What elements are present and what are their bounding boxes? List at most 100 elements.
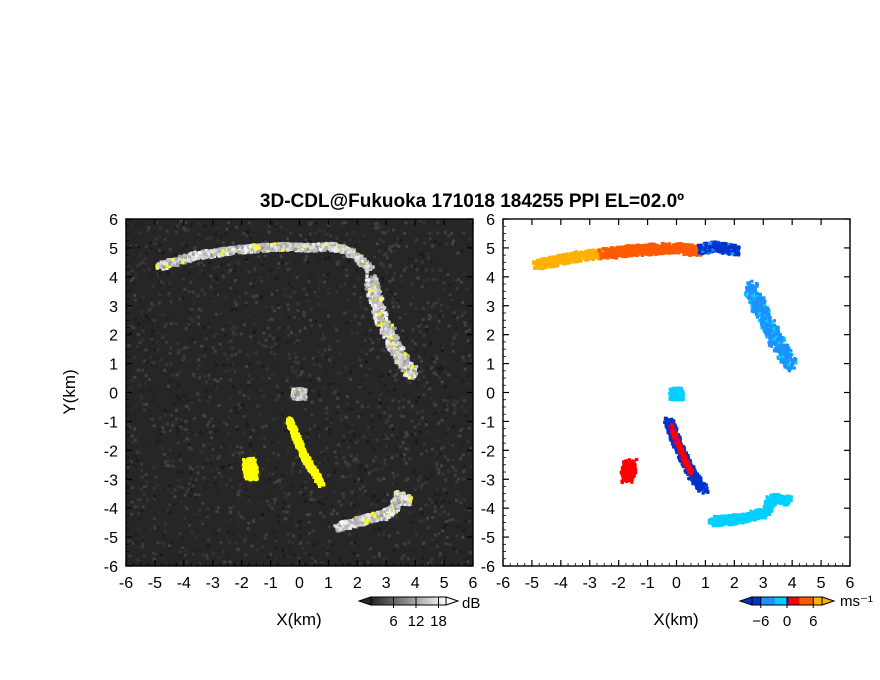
noise-pixel [353, 314, 357, 318]
noise-pixel [295, 561, 299, 565]
noise-pixel [428, 497, 432, 501]
noise-pixel [247, 487, 251, 491]
noise-pixel [370, 502, 374, 506]
noise-pixel [381, 231, 385, 234]
noise-pixel [442, 499, 446, 503]
noise-pixel [440, 505, 444, 509]
noise-pixel [460, 379, 464, 382]
noise-pixel [431, 305, 434, 309]
noise-pixel [127, 423, 131, 427]
noise-pixel [462, 358, 466, 362]
noise-pixel [461, 406, 465, 409]
noise-pixel [283, 326, 287, 329]
noise-pixel [273, 530, 276, 534]
noise-pixel [415, 382, 419, 385]
noise-pixel [419, 452, 423, 456]
noise-pixel [344, 415, 348, 419]
reflectivity-echo-pixel [365, 267, 369, 271]
noise-pixel [206, 229, 210, 233]
noise-pixel [364, 464, 368, 468]
noise-pixel [245, 488, 249, 491]
noise-pixel [383, 349, 387, 353]
noise-pixel [250, 294, 254, 298]
noise-pixel [210, 279, 214, 283]
noise-pixel [349, 454, 353, 458]
noise-pixel [419, 519, 423, 523]
noise-pixel [342, 416, 346, 420]
noise-pixel [306, 235, 310, 239]
reflectivity-echo-pixel [247, 249, 251, 253]
noise-pixel [319, 511, 322, 515]
reflectivity-echo-pixel [335, 244, 339, 248]
reflectivity-echo-pixel [164, 264, 168, 268]
noise-pixel [311, 274, 315, 278]
reflectivity-echo-pixel [391, 326, 395, 330]
reflectivity-echo-pixel [310, 246, 314, 250]
noise-pixel [160, 359, 164, 363]
noise-pixel [429, 473, 433, 477]
noise-pixel [228, 396, 232, 400]
noise-pixel [186, 228, 190, 232]
noise-pixel [216, 456, 220, 460]
noise-pixel [337, 352, 341, 356]
noise-pixel [145, 366, 149, 370]
reflectivity-echo-pixel [182, 258, 186, 262]
noise-pixel [289, 329, 293, 333]
noise-pixel [180, 547, 183, 551]
noise-pixel [158, 512, 162, 516]
noise-pixel [368, 367, 372, 371]
reflectivity-echo-pixel [362, 262, 366, 266]
noise-pixel [328, 251, 332, 255]
noise-pixel [153, 392, 157, 396]
noise-pixel [225, 422, 229, 426]
noise-pixel [193, 300, 197, 304]
noise-pixel [366, 413, 370, 417]
noise-pixel [388, 264, 392, 267]
noise-pixel [148, 528, 152, 532]
noise-pixel [183, 553, 187, 557]
reflectivity-echo-pixel [213, 249, 217, 253]
noise-pixel [184, 419, 188, 423]
noise-pixel [305, 435, 309, 439]
noise-pixel [245, 234, 249, 238]
noise-pixel [388, 414, 392, 418]
noise-pixel [161, 449, 165, 453]
reflectivity-echo-pixel [298, 247, 303, 251]
noise-pixel [133, 427, 137, 431]
noise-pixel [328, 507, 332, 510]
noise-pixel [235, 303, 238, 307]
noise-pixel [430, 269, 434, 273]
noise-pixel [273, 362, 277, 366]
noise-pixel [189, 471, 193, 475]
noise-pixel [406, 434, 410, 437]
noise-pixel [209, 506, 213, 510]
noise-pixel [162, 313, 166, 317]
noise-pixel [279, 255, 283, 259]
noise-pixel [395, 363, 399, 366]
noise-pixel [325, 446, 329, 450]
noise-pixel [152, 557, 156, 561]
reflectivity-echo-pixel [333, 246, 337, 250]
reflectivity-echo-pixel [395, 352, 399, 356]
noise-pixel [213, 378, 217, 382]
noise-pixel [197, 307, 201, 311]
noise-pixel [235, 266, 239, 270]
noise-pixel [248, 445, 252, 449]
noise-pixel [426, 488, 430, 492]
noise-pixel [196, 392, 200, 396]
noise-pixel [284, 262, 288, 266]
noise-pixel [301, 527, 305, 531]
noise-pixel [217, 490, 221, 494]
reflectivity-echo-pixel [401, 346, 405, 350]
noise-pixel [255, 354, 259, 358]
noise-pixel [417, 355, 421, 359]
noise-pixel [437, 371, 441, 375]
noise-pixel [447, 512, 451, 516]
noise-pixel [318, 364, 322, 368]
noise-pixel [404, 431, 408, 435]
noise-pixel [167, 464, 171, 468]
noise-pixel [186, 345, 190, 349]
noise-pixel [344, 460, 348, 464]
noise-pixel [441, 314, 445, 318]
reflectivity-echo-pixel [323, 248, 327, 252]
